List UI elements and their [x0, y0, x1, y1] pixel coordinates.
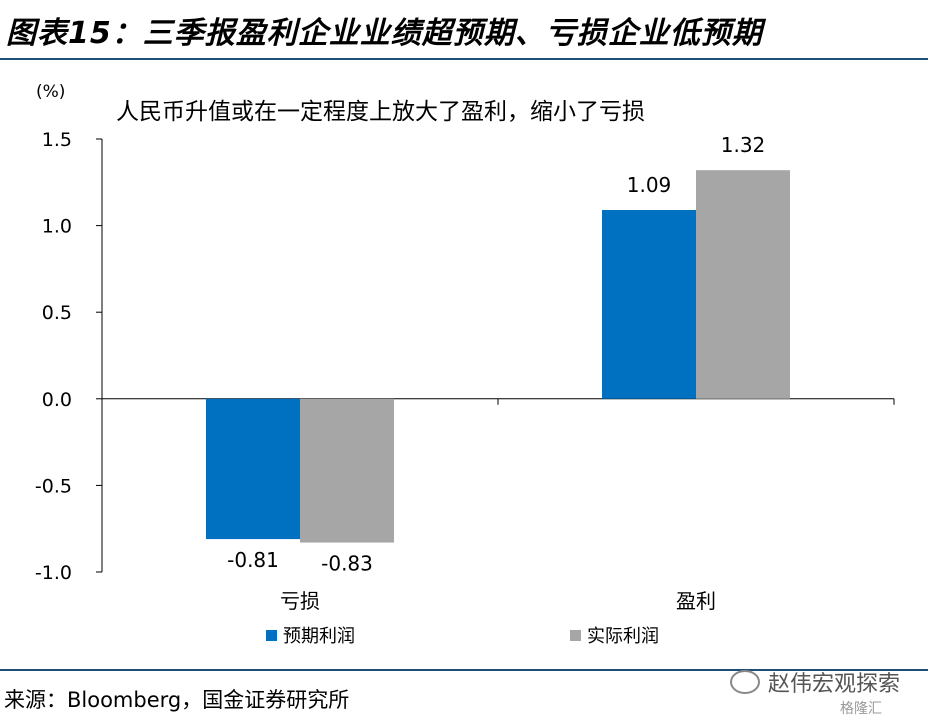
x-category-label: 盈利	[676, 589, 716, 613]
wechat-icon	[730, 670, 760, 694]
bar	[206, 398, 300, 540]
legend-label-expected: 预期利润	[283, 626, 355, 647]
bottom-divider	[0, 669, 928, 671]
legend-swatch-actual	[570, 629, 581, 641]
figure-title: 图表15：三季报盈利企业业绩超预期、亏损企业低预期	[6, 16, 763, 51]
y-tick-label: 1.5	[42, 129, 72, 151]
y-tick-label: -1.0	[35, 562, 72, 584]
legend-item-expected: 预期利润	[266, 622, 355, 648]
data-label: 1.32	[721, 133, 766, 157]
source-note: 来源：Bloomberg，国金证券研究所	[4, 688, 350, 712]
data-label: -0.83	[321, 552, 373, 576]
legend-item-actual: 实际利润	[570, 622, 659, 648]
x-category-label: 亏损	[280, 589, 320, 613]
y-tick-label: 0.0	[42, 389, 72, 411]
data-label: -0.81	[227, 548, 279, 572]
top-divider	[0, 58, 928, 60]
y-tick-label: -0.5	[35, 475, 72, 497]
bar	[696, 170, 790, 399]
watermark: 赵伟宏观探索	[730, 666, 900, 698]
y-axis-unit-label: (%)	[36, 82, 66, 102]
watermark-text: 赵伟宏观探索	[768, 672, 901, 697]
y-tick-label: 0.5	[42, 302, 72, 324]
watermark-secondary: 格隆汇	[840, 701, 882, 717]
bar	[602, 210, 696, 399]
legend-label-actual: 实际利润	[587, 626, 659, 647]
y-tick-label: 1.0	[42, 216, 72, 238]
bar	[300, 398, 394, 543]
legend-swatch-expected	[266, 629, 277, 641]
data-label: 1.09	[627, 173, 672, 197]
chart-subtitle: 人民币升值或在一定程度上放大了盈利，缩小了亏损	[116, 99, 645, 125]
